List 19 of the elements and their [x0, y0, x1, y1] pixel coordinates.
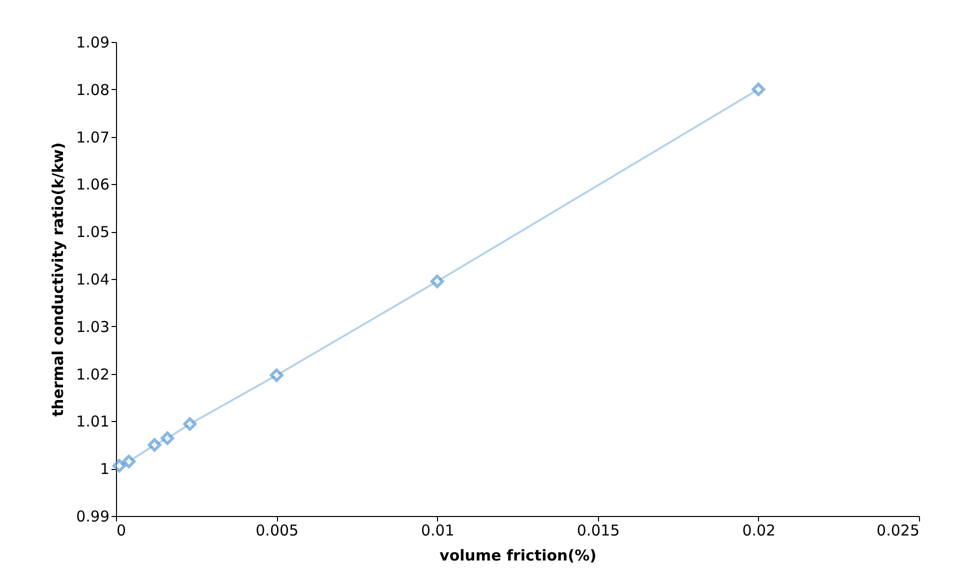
y-tick-label: 1.09 — [76, 34, 110, 52]
y-tick-label: 1.01 — [76, 412, 110, 431]
y-axis-title: thermal conductivity ratio(k/kw) — [49, 142, 68, 417]
x-tick-label: 0.01 — [420, 522, 454, 540]
y-tick-label: 1.04 — [76, 270, 110, 288]
x-axis-title: volume friction(%) — [440, 546, 596, 564]
x-tick-label: 0.025 — [876, 522, 920, 540]
y-tick-label: 0.99 — [76, 508, 110, 526]
x-tick-label: 0.005 — [256, 522, 299, 540]
y-tick-label: 1.07 — [76, 128, 110, 146]
y-tick-label: 1.06 — [76, 176, 110, 194]
x-tick-label: 0.02 — [742, 522, 776, 540]
x-tick-label: 0 — [116, 522, 126, 540]
y-tick-label: 1.05 — [76, 223, 110, 242]
x-tick-label: 0.015 — [576, 522, 620, 540]
y-tick-label: 1 — [100, 460, 110, 478]
y-tick-label: 1.02 — [76, 365, 110, 384]
y-tick-label: 1.03 — [76, 318, 110, 336]
y-tick-label: 1.08 — [76, 80, 110, 99]
